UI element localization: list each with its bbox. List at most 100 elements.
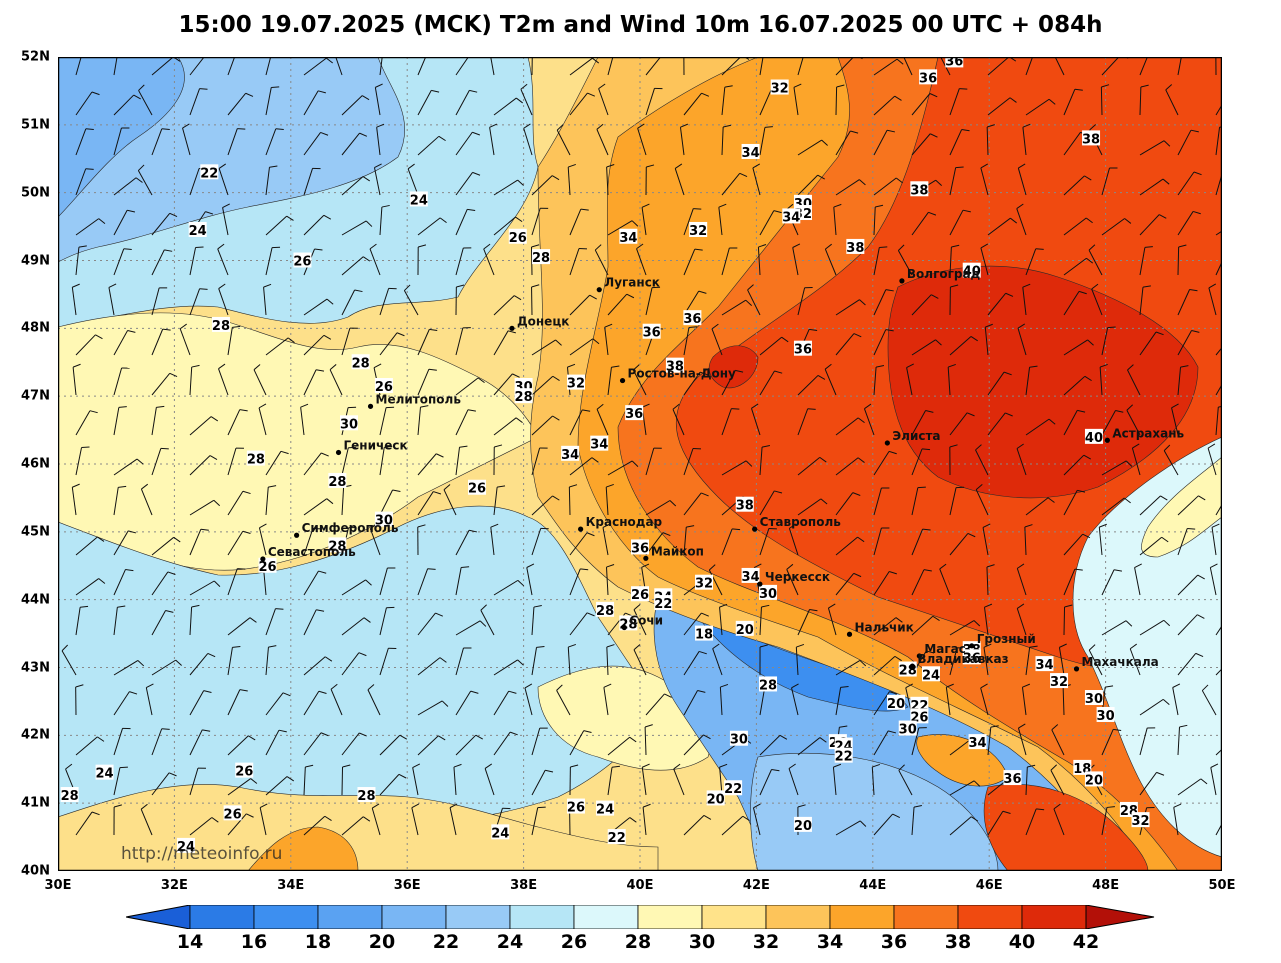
wind-barb bbox=[911, 410, 927, 436]
wind-barb bbox=[1177, 246, 1180, 276]
wind-barb bbox=[602, 527, 609, 556]
wind-barb bbox=[227, 491, 244, 516]
city-label[interactable]: Черкесск bbox=[765, 570, 830, 584]
wind-barb bbox=[189, 653, 209, 676]
city-label[interactable]: Геническ bbox=[344, 438, 408, 452]
wind-barb-flag bbox=[435, 612, 443, 617]
city-label[interactable]: Владикавказ bbox=[917, 652, 1008, 666]
wind-barb-flag bbox=[1082, 533, 1091, 539]
wind-barb bbox=[412, 767, 419, 796]
wind-barb-flag bbox=[819, 737, 827, 743]
wind-barb bbox=[633, 649, 647, 676]
wind-barb bbox=[1177, 211, 1194, 236]
wind-barb bbox=[417, 90, 432, 116]
city-label[interactable]: Астрахань bbox=[1112, 426, 1184, 440]
contour-label: 32 bbox=[567, 377, 585, 392]
wind-barb-flag bbox=[125, 568, 134, 572]
city-label[interactable]: Махачкала bbox=[1082, 655, 1159, 669]
wind-barb-flag bbox=[398, 773, 407, 779]
contour-label: 38 bbox=[666, 360, 684, 375]
wind-barb bbox=[835, 536, 858, 556]
wind-barb bbox=[949, 487, 957, 516]
city-label[interactable]: Майкоп bbox=[651, 544, 704, 558]
city-label[interactable]: Ставрополь bbox=[760, 515, 842, 529]
wind-barb bbox=[417, 735, 439, 756]
wind-barb-flag bbox=[646, 164, 655, 168]
city-label[interactable]: Нальчик bbox=[855, 620, 914, 634]
city-label[interactable]: Ростов-на-Дону bbox=[628, 367, 737, 381]
wind-barb bbox=[341, 176, 364, 196]
wind-barb-flag bbox=[169, 372, 178, 378]
city-label[interactable]: Краснодар bbox=[586, 515, 663, 529]
city-label[interactable]: Мелитополь bbox=[376, 392, 462, 406]
wind-barb-flag bbox=[580, 568, 589, 571]
city-label[interactable]: Волгоград bbox=[907, 267, 981, 281]
wind-barb bbox=[605, 567, 609, 596]
wind-barb-flag bbox=[629, 817, 637, 823]
city-label[interactable]: Элиста bbox=[892, 429, 940, 443]
wind-barb-flag bbox=[631, 460, 639, 467]
wind-barb bbox=[824, 368, 837, 396]
wind-barb-flag bbox=[479, 620, 487, 627]
contour-label: 32 bbox=[689, 224, 707, 239]
wind-barb bbox=[1054, 57, 1065, 76]
city-label[interactable]: Магас bbox=[924, 642, 966, 656]
wind-barb bbox=[1021, 687, 1027, 716]
wind-barb-flag bbox=[1107, 326, 1116, 329]
city-label[interactable]: Грозный bbox=[977, 632, 1036, 646]
contour-label-bg bbox=[910, 708, 929, 724]
wind-barb-flag bbox=[287, 337, 295, 344]
wind-barb bbox=[1016, 448, 1027, 476]
lat-tick-label: 41N bbox=[21, 795, 50, 811]
wind-barb bbox=[1063, 291, 1080, 316]
wind-barb-flag bbox=[97, 736, 105, 742]
wind-barb-flag bbox=[555, 339, 562, 346]
colorbar-tick-label: 16 bbox=[240, 931, 268, 953]
wind-barb-flag bbox=[791, 683, 799, 689]
wind-barb bbox=[1101, 807, 1108, 836]
wind-barb bbox=[113, 691, 130, 716]
wind-barb bbox=[1209, 567, 1217, 596]
wind-barb-flag bbox=[701, 612, 709, 617]
wind-barb bbox=[1215, 748, 1222, 756]
wind-barb bbox=[303, 214, 325, 236]
wind-barb bbox=[911, 569, 925, 596]
colorbar bbox=[126, 905, 1155, 929]
wind-barb bbox=[493, 417, 517, 436]
city-label[interactable]: Севастополь bbox=[268, 545, 356, 559]
wind-barb bbox=[871, 767, 875, 796]
wind-barb-flag bbox=[674, 163, 683, 169]
wind-barb-flag bbox=[1192, 210, 1201, 215]
wind-barb bbox=[108, 287, 115, 316]
wind-barb bbox=[113, 530, 129, 556]
wind-barb bbox=[341, 289, 356, 316]
wind-barb bbox=[683, 248, 696, 276]
wind-barb bbox=[75, 811, 93, 836]
wind-barb bbox=[369, 528, 381, 556]
wind-barb-flag bbox=[580, 208, 589, 211]
wind-barb-flag bbox=[136, 458, 144, 465]
wind-barb bbox=[417, 329, 430, 356]
wind-barb bbox=[371, 807, 381, 836]
city-label[interactable]: Сочи bbox=[629, 613, 663, 627]
contour-label-bg bbox=[735, 496, 754, 512]
wind-barb bbox=[303, 90, 319, 116]
contour-label: 40 bbox=[963, 265, 981, 280]
lat-tick-label: 43N bbox=[21, 660, 50, 675]
colorbar-swatch bbox=[189, 905, 255, 929]
wind-barb bbox=[138, 90, 153, 116]
city-label[interactable]: Луганск bbox=[604, 276, 660, 290]
wind-barb-flag bbox=[602, 523, 611, 528]
wind-barb-flag bbox=[779, 734, 788, 740]
temperature-map[interactable]: 22 24 24 26 26 28 28 28 26 30 28 28 30 28 26 26 30 28 32 34… bbox=[58, 57, 1222, 871]
wind-barb-flag bbox=[786, 563, 794, 570]
wind-barb bbox=[708, 569, 723, 596]
city-label[interactable]: Симферополь bbox=[302, 521, 399, 535]
contour-label-bg bbox=[95, 764, 114, 780]
wind-barb bbox=[1099, 367, 1103, 396]
city-label[interactable]: Донецк bbox=[517, 314, 569, 328]
contour-label-bg bbox=[625, 405, 644, 421]
city-dot bbox=[619, 377, 626, 384]
wind-barb bbox=[489, 127, 495, 156]
wind-barb-flag bbox=[982, 523, 991, 528]
